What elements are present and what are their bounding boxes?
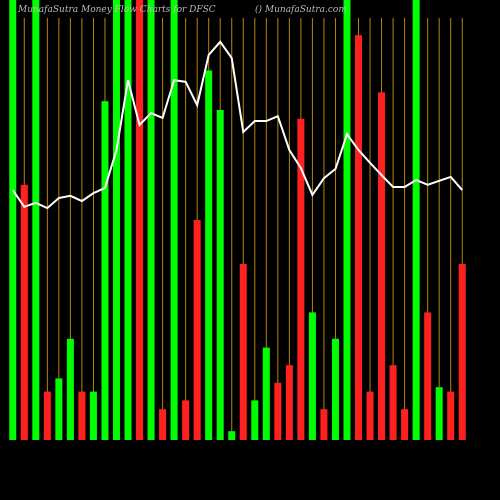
bar <box>343 0 351 440</box>
chart-subtitle: () MunafaSutra.com <box>255 4 347 15</box>
bar <box>389 365 397 440</box>
bar <box>308 312 316 440</box>
bar <box>447 391 455 440</box>
bar <box>274 382 282 440</box>
bar <box>216 110 224 440</box>
bar <box>355 35 363 440</box>
bar <box>366 391 374 440</box>
bar <box>251 400 259 440</box>
bar <box>262 347 270 440</box>
bar <box>9 0 17 440</box>
bar <box>435 387 443 440</box>
line <box>11 40 463 210</box>
bar <box>320 409 328 440</box>
bar <box>66 338 74 440</box>
bar <box>136 0 144 440</box>
bar <box>401 409 409 440</box>
bar <box>205 70 213 441</box>
bar <box>297 118 305 441</box>
bar <box>239 264 247 440</box>
bar <box>43 391 51 440</box>
chart-title: MunafaSutra Money Flow Charts for DFSC <box>17 5 216 15</box>
bar <box>159 409 167 440</box>
bar <box>331 338 339 440</box>
bar <box>147 0 155 440</box>
bar <box>112 0 120 440</box>
bar <box>89 391 97 440</box>
bar <box>170 0 178 440</box>
bar <box>285 365 293 440</box>
bar <box>101 101 109 440</box>
bar <box>458 264 466 440</box>
bar <box>378 92 386 441</box>
bar <box>55 378 63 440</box>
bar <box>20 184 28 440</box>
bar <box>32 0 40 440</box>
bar <box>124 0 132 440</box>
bar <box>193 220 201 440</box>
bar <box>78 391 86 440</box>
bar <box>412 0 420 440</box>
bar <box>228 431 236 440</box>
bar <box>182 400 190 440</box>
bar <box>424 312 432 440</box>
